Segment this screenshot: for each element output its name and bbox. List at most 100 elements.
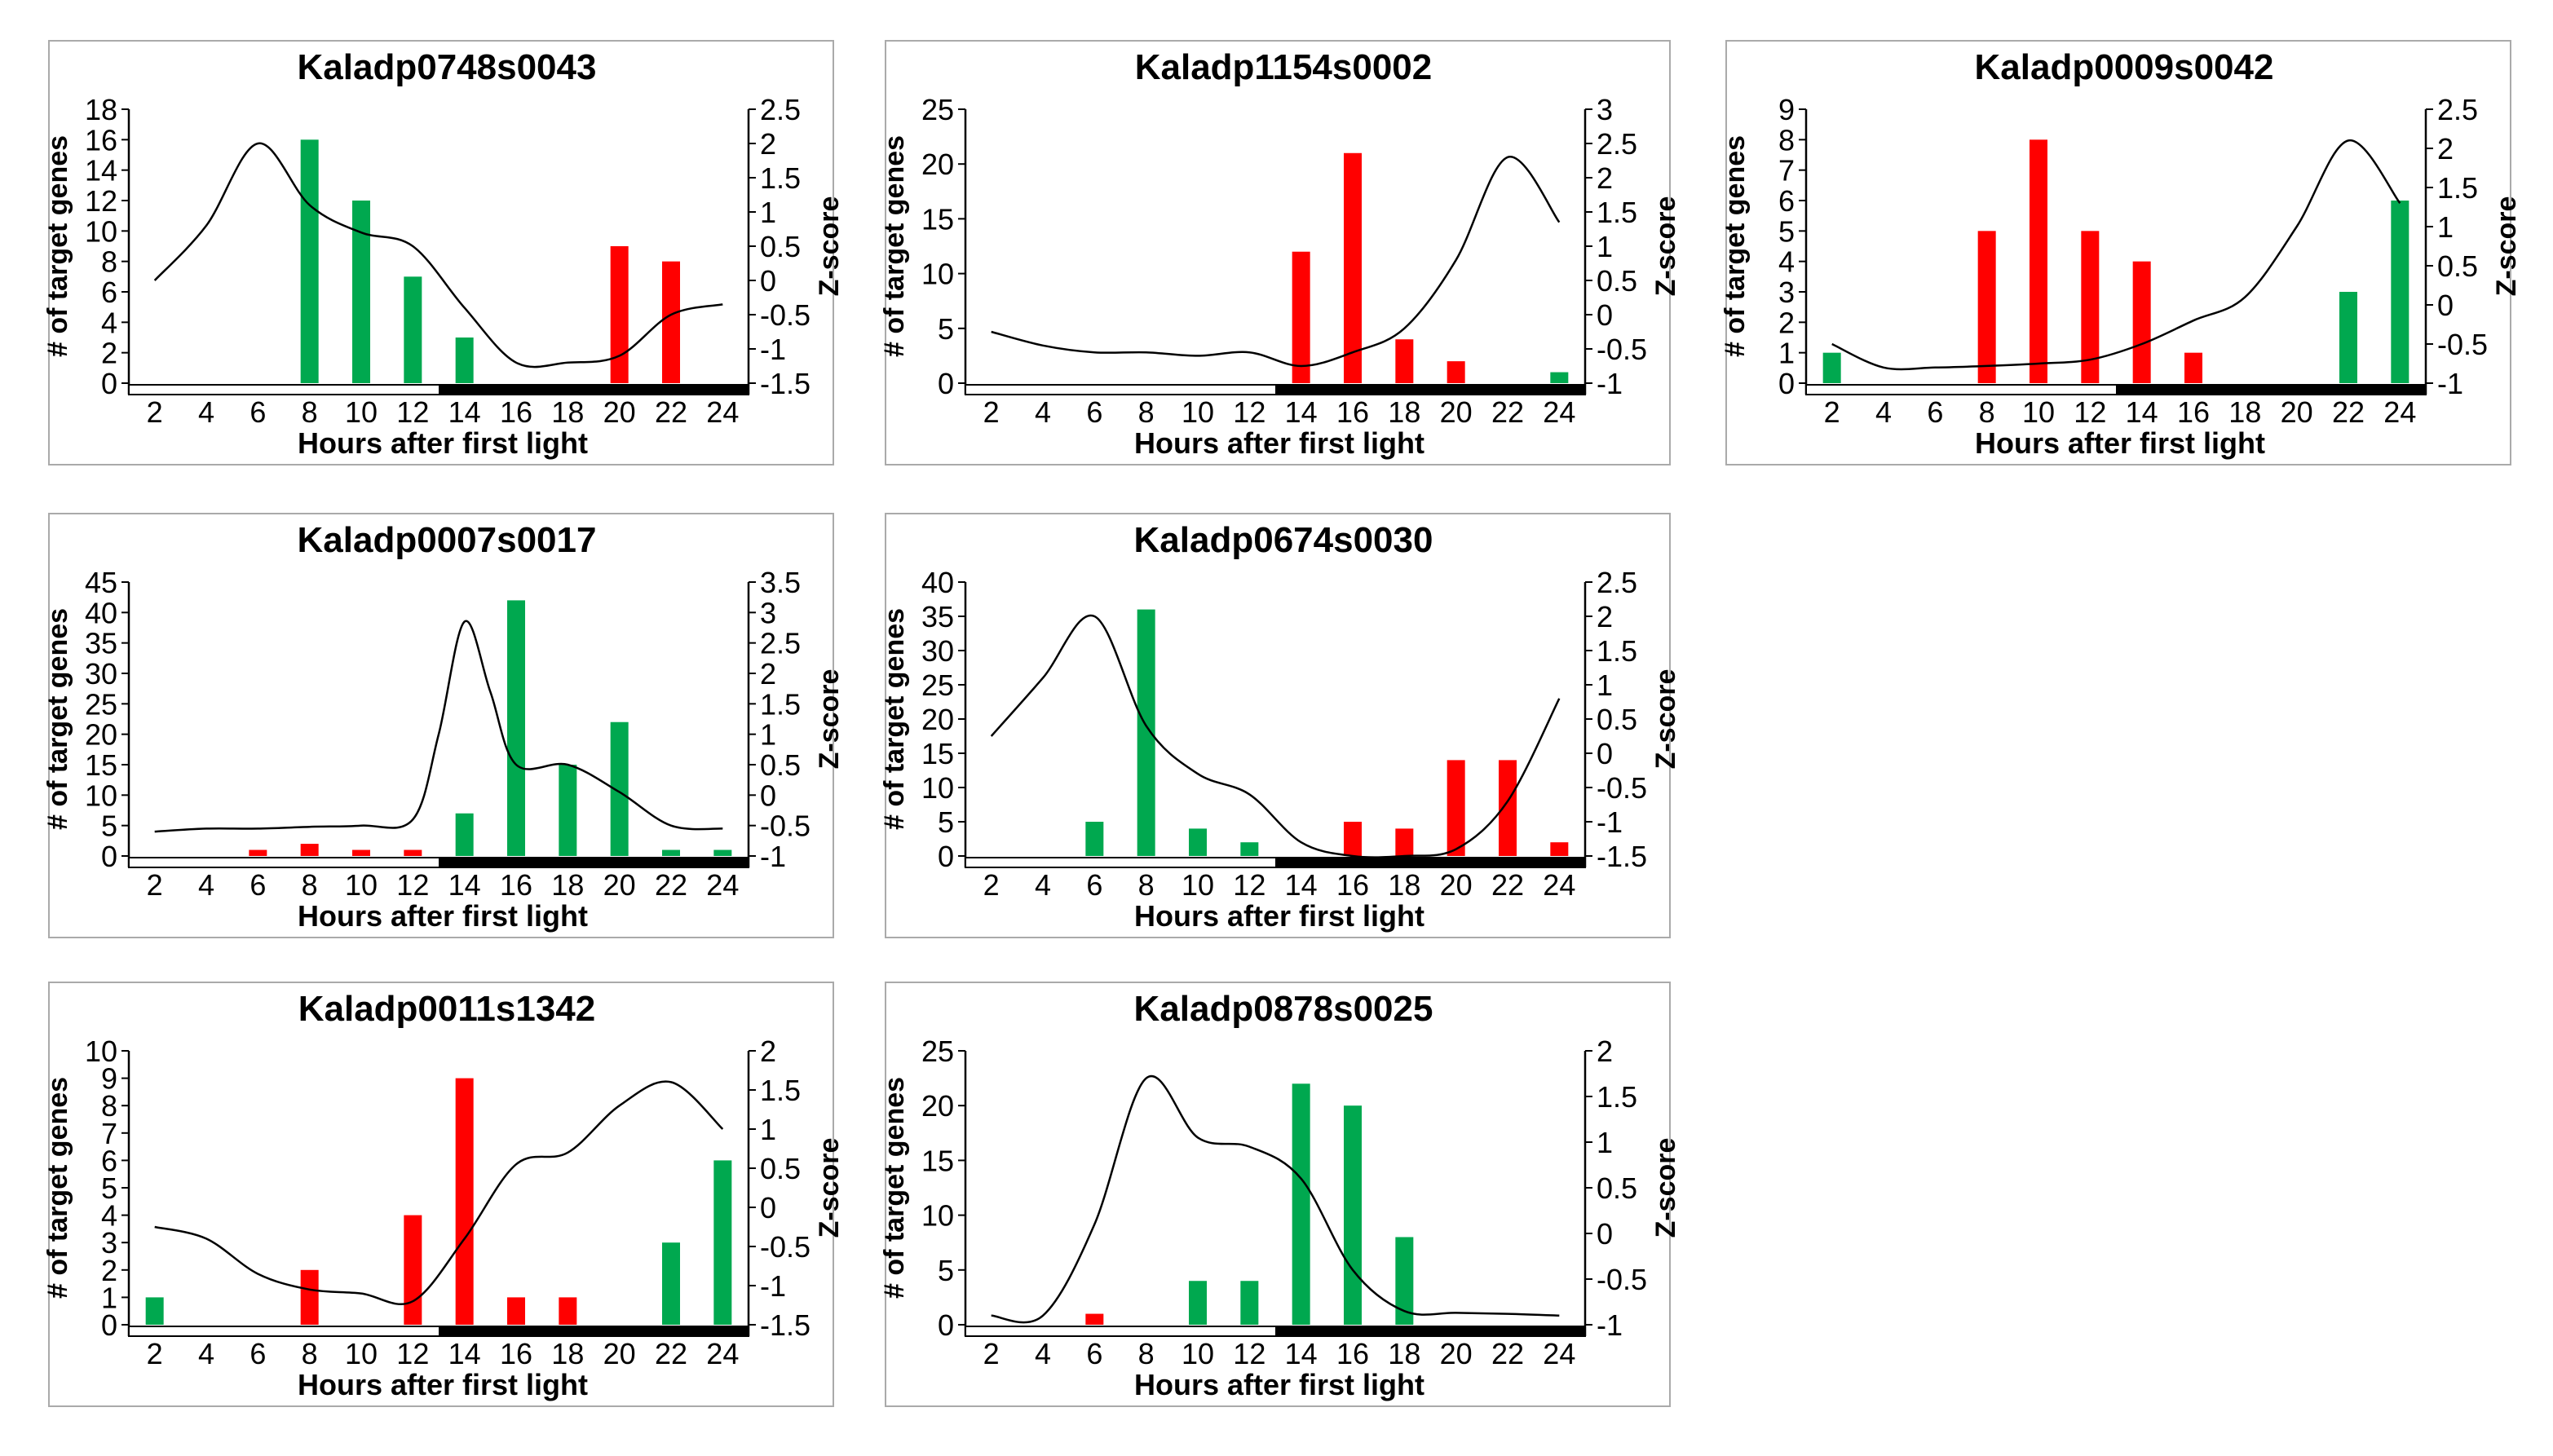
bar xyxy=(1344,1105,1362,1325)
x-axis-title: Hours after first light xyxy=(1134,426,1424,460)
y-tick-label: 2 xyxy=(101,1254,117,1287)
y-tick-label: 4 xyxy=(101,306,117,339)
bar xyxy=(1292,251,1310,383)
y2-tick-label: -0.5 xyxy=(760,1230,811,1264)
y2-tick-label: 0.5 xyxy=(760,748,801,782)
bar xyxy=(1292,1083,1310,1325)
y-tick-label: 16 xyxy=(85,123,117,157)
bar xyxy=(2132,261,2151,383)
y-axis-title: # of target genes xyxy=(1720,135,1751,357)
y2-tick-label: 0.5 xyxy=(2437,249,2478,283)
y-tick-label: 8 xyxy=(1778,123,1795,157)
x-tick-label: 20 xyxy=(1440,1337,1473,1370)
y-tick-label: 5 xyxy=(1778,214,1795,248)
chart-panel: Kaladp1154s00020510152025-1-0.500.511.52… xyxy=(879,40,1681,465)
y-tick-label: 18 xyxy=(85,93,117,126)
x-tick-label: 22 xyxy=(1491,395,1524,429)
x-tick-label: 10 xyxy=(1182,395,1214,429)
y-tick-label: 20 xyxy=(921,148,954,181)
y-tick-label: 1 xyxy=(101,1281,117,1314)
x-tick-label: 8 xyxy=(302,395,318,429)
bar xyxy=(2184,352,2202,383)
chart-panel: Kaladp0009s00420123456789-1-0.500.511.52… xyxy=(1720,40,2522,465)
bar xyxy=(455,1078,474,1325)
x-tick-label: 4 xyxy=(198,1337,214,1370)
y-tick-label: 6 xyxy=(1778,184,1795,218)
y-tick-label: 10 xyxy=(85,779,117,812)
x-tick-label: 14 xyxy=(1285,868,1318,902)
y-tick-label: 6 xyxy=(101,276,117,309)
y2-tick-label: 0 xyxy=(760,779,776,812)
y2-tick-label: 3 xyxy=(1597,93,1613,126)
bar xyxy=(1240,1281,1259,1325)
y-tick-label: 5 xyxy=(938,312,954,346)
x-tick-label: 18 xyxy=(551,868,584,902)
x-tick-label: 18 xyxy=(1388,1337,1420,1370)
y2-axis-title: Z-score xyxy=(814,1138,845,1238)
y2-tick-label: 1 xyxy=(760,196,776,229)
x-tick-label: 12 xyxy=(396,1337,429,1370)
chart-title: Kaladp0011s1342 xyxy=(298,989,596,1029)
bar xyxy=(1550,842,1569,856)
bar xyxy=(300,844,319,856)
x-tick-label: 10 xyxy=(345,395,378,429)
chart-panel: Kaladp0011s1342012345678910-1.5-1-0.500.… xyxy=(42,982,845,1407)
x-tick-label: 8 xyxy=(302,868,318,902)
y2-tick-label: 2 xyxy=(1597,161,1613,195)
x-tick-label: 12 xyxy=(396,868,429,902)
y2-tick-label: 0.5 xyxy=(1597,703,1637,736)
y2-tick-label: -0.5 xyxy=(760,298,811,332)
y2-tick-label: 2.5 xyxy=(1597,566,1637,599)
x-tick-label: 16 xyxy=(1336,1337,1369,1370)
bar xyxy=(404,849,422,856)
bar xyxy=(713,1160,732,1325)
y2-tick-label: -1 xyxy=(760,333,786,366)
bar xyxy=(713,849,732,856)
x-tick-label: 8 xyxy=(1138,868,1155,902)
x-tick-label: 22 xyxy=(655,395,687,429)
chart-title: Kaladp0878s0025 xyxy=(1134,989,1433,1029)
x-tick-label: 24 xyxy=(706,395,739,429)
x-tick-label: 10 xyxy=(345,1337,378,1370)
y-tick-label: 15 xyxy=(85,748,117,782)
y-tick-label: 8 xyxy=(101,1089,117,1123)
x-tick-label: 8 xyxy=(1979,395,1995,429)
y-axis-title: # of target genes xyxy=(879,135,910,357)
y-tick-label: 2 xyxy=(101,337,117,370)
x-tick-label: 4 xyxy=(1875,395,1892,429)
y-tick-label: 15 xyxy=(921,1144,954,1177)
bar xyxy=(507,600,525,856)
y-tick-label: 0 xyxy=(938,1308,954,1342)
y-tick-label: 8 xyxy=(101,245,117,279)
chart-panel: Kaladp0878s0025 0 5 10 15 20 25 -1 -0.5 0 0.5 1 1.5 2… xyxy=(879,982,1681,1407)
y-tick-label: 10 xyxy=(921,258,954,291)
y2-tick-label: -0.5 xyxy=(760,810,811,843)
x-axis-title: Hours after first light xyxy=(1134,899,1424,933)
zscore-line xyxy=(154,1080,724,1306)
y2-tick-label: 2.5 xyxy=(760,93,801,126)
y-tick-label: 5 xyxy=(101,810,117,843)
y2-axis-title: Z-score xyxy=(814,196,845,297)
y-tick-label: 35 xyxy=(921,600,954,633)
zscore-line xyxy=(1831,139,2401,371)
y2-tick-label: 2.5 xyxy=(760,627,801,660)
y-tick-label: 15 xyxy=(921,202,954,236)
y2-tick-label: 0 xyxy=(760,264,776,298)
zscore-line xyxy=(991,1074,1560,1324)
bar xyxy=(1395,828,1414,856)
x-tick-label: 2 xyxy=(983,1337,1000,1370)
y2-tick-label: -1 xyxy=(2437,367,2463,400)
y-tick-label: 40 xyxy=(921,566,954,599)
x-tick-label: 12 xyxy=(1233,395,1265,429)
bar xyxy=(1189,828,1207,856)
x-tick-label: 22 xyxy=(1491,1337,1524,1370)
x-tick-label: 20 xyxy=(2281,395,2313,429)
x-tick-label: 6 xyxy=(250,868,266,902)
x-tick-label: 10 xyxy=(1182,1337,1214,1370)
x-tick-label: 10 xyxy=(1182,868,1214,902)
bar xyxy=(1085,1313,1104,1325)
y2-tick-label: -0.5 xyxy=(1597,1263,1647,1296)
x-tick-label: 2 xyxy=(983,395,1000,429)
y-tick-label: 20 xyxy=(85,718,117,752)
